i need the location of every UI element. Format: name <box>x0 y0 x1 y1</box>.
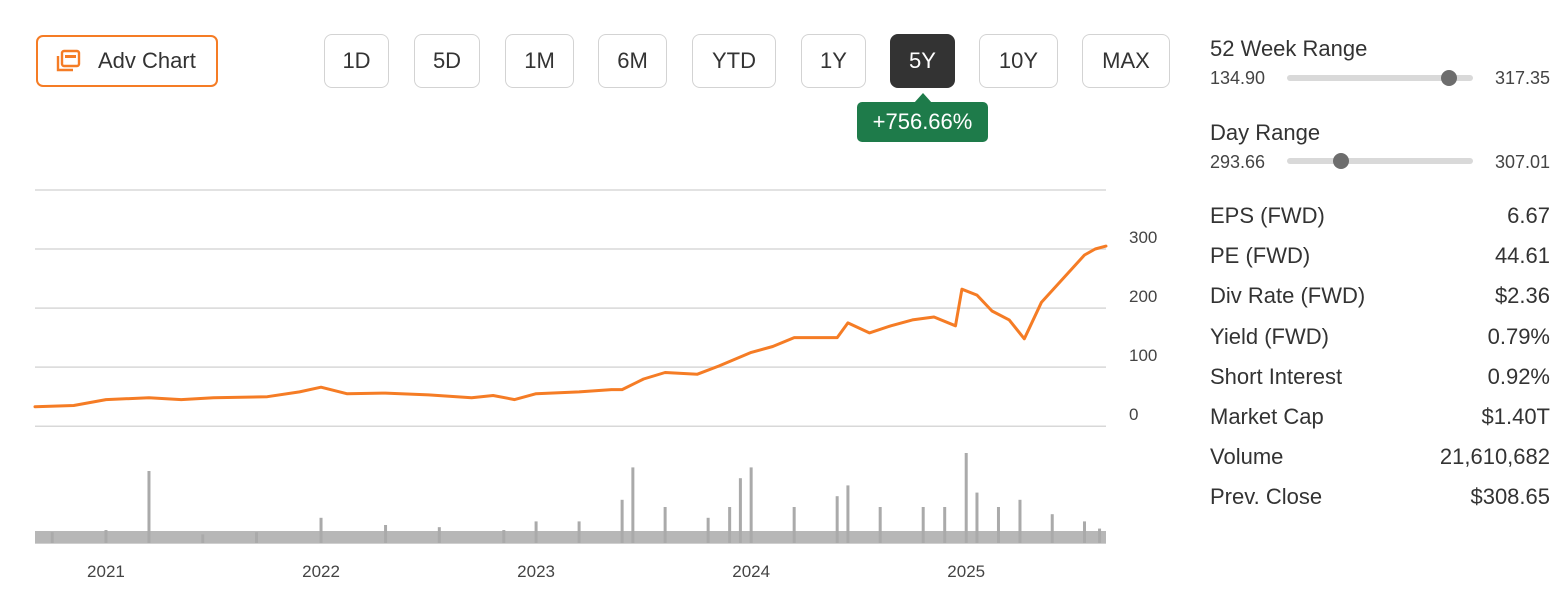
y-tick-label: 300 <box>1129 228 1157 247</box>
volume-bar <box>319 517 323 543</box>
volume-bars <box>35 453 1106 543</box>
x-tick-label: 2021 <box>87 562 125 581</box>
volume-bar <box>943 507 947 543</box>
price-series <box>33 244 1108 409</box>
stat-eps-fwd: EPS (FWD) 6.67 <box>1210 201 1550 231</box>
volume-bar <box>835 496 839 543</box>
stat-prev-close: Prev. Close $308.65 <box>1210 482 1550 512</box>
adv-chart-button[interactable]: Adv Chart <box>36 35 218 87</box>
stat-value: 6.67 <box>1507 203 1550 228</box>
stat-pe-fwd: PE (FWD) 44.61 <box>1210 241 1550 271</box>
volume-bar <box>878 507 882 543</box>
x-tick-label: 2025 <box>947 562 985 581</box>
stat-label: Volume <box>1210 444 1284 469</box>
x-axis-labels: 2021 2022 2023 2024 2025 <box>87 562 985 581</box>
price-chart[interactable]: 0 100 200 300 2021 2022 2023 2024 2025 <box>0 0 1190 614</box>
day-range-track <box>1287 153 1473 169</box>
stat-label: EPS (FWD) <box>1210 203 1325 228</box>
stat-market-cap: Market Cap $1.40T <box>1210 402 1550 432</box>
y-tick-label: 200 <box>1129 287 1157 306</box>
period-5d-button[interactable]: 5D <box>414 34 480 88</box>
chart-window-icon <box>56 49 81 72</box>
stat-label: Prev. Close <box>1210 484 1323 509</box>
stat-value: 0.92% <box>1487 364 1550 389</box>
period-change-badge: +756.66% <box>857 93 988 142</box>
stat-label: Market Cap <box>1210 404 1324 429</box>
period-5y-button[interactable]: 5Y <box>890 34 955 88</box>
volume-bar <box>996 507 1000 543</box>
volume-bar <box>728 507 732 543</box>
period-max-button[interactable]: MAX <box>1082 34 1170 88</box>
volume-bar <box>706 517 710 543</box>
period-1m-button[interactable]: 1M <box>505 34 574 88</box>
volume-bar <box>921 507 925 543</box>
stat-short-interest: Short Interest 0.92% <box>1210 362 1550 392</box>
volume-band <box>35 531 1106 543</box>
stat-value: 21,610,682 <box>1439 444 1550 469</box>
stat-yield: Yield (FWD) 0.79% <box>1210 322 1550 352</box>
stat-label: Short Interest <box>1210 364 1343 389</box>
volume-bar <box>620 499 624 543</box>
period-6m-button[interactable]: 6M <box>598 34 667 88</box>
period-1y-button[interactable]: 1Y <box>801 34 866 88</box>
volume-bar <box>1018 499 1022 543</box>
adv-chart-label: Adv Chart <box>98 48 196 73</box>
week52-range-high: 317.35 <box>1494 68 1550 88</box>
stat-value: 44.61 <box>1494 243 1550 268</box>
volume-bar <box>738 478 742 543</box>
x-tick-label: 2022 <box>302 562 340 581</box>
period-1d-button[interactable]: 1D <box>324 34 389 88</box>
week52-range-marker <box>1440 70 1457 86</box>
stat-volume: Volume 21,610,682 <box>1210 442 1550 472</box>
volume-bar <box>631 467 635 543</box>
x-tick-label: 2024 <box>732 562 770 581</box>
stat-label: Div Rate (FWD) <box>1210 283 1366 308</box>
stat-label: PE (FWD) <box>1210 243 1311 268</box>
stat-value: $308.65 <box>1470 484 1550 509</box>
volume-bar <box>749 467 753 543</box>
y-axis-labels: 0 100 200 300 <box>1129 228 1157 424</box>
week52-range-low: 134.90 <box>1210 68 1266 88</box>
y-tick-label: 0 <box>1129 405 1138 424</box>
volume-bar <box>964 453 968 543</box>
y-tick-label: 100 <box>1129 346 1157 365</box>
volume-bar <box>846 485 850 543</box>
day-range-high: 307.01 <box>1494 152 1550 172</box>
day-range-low: 293.66 <box>1210 152 1266 172</box>
stat-div-rate: Div Rate (FWD) $2.36 <box>1210 281 1550 311</box>
volume-bar <box>663 507 667 543</box>
stat-value: 0.79% <box>1487 324 1550 349</box>
period-10y-button[interactable]: 10Y <box>979 34 1058 88</box>
week52-range-title: 52 Week Range <box>1210 36 1368 61</box>
day-range-title: Day Range <box>1210 120 1321 145</box>
week52-range-track <box>1287 70 1473 86</box>
stat-value: $1.40T <box>1481 404 1551 429</box>
volume-bar <box>792 507 796 543</box>
volume-bar <box>147 471 151 543</box>
stat-value: $2.36 <box>1494 283 1550 308</box>
stat-label: Yield (FWD) <box>1210 324 1329 349</box>
day-range-marker <box>1332 153 1349 169</box>
volume-bar <box>1050 514 1054 543</box>
price-line <box>33 244 1108 409</box>
volume-bar <box>975 492 979 543</box>
period-ytd-button[interactable]: YTD <box>692 34 776 88</box>
x-tick-label: 2023 <box>517 562 555 581</box>
chart-gridlines <box>35 189 1106 544</box>
